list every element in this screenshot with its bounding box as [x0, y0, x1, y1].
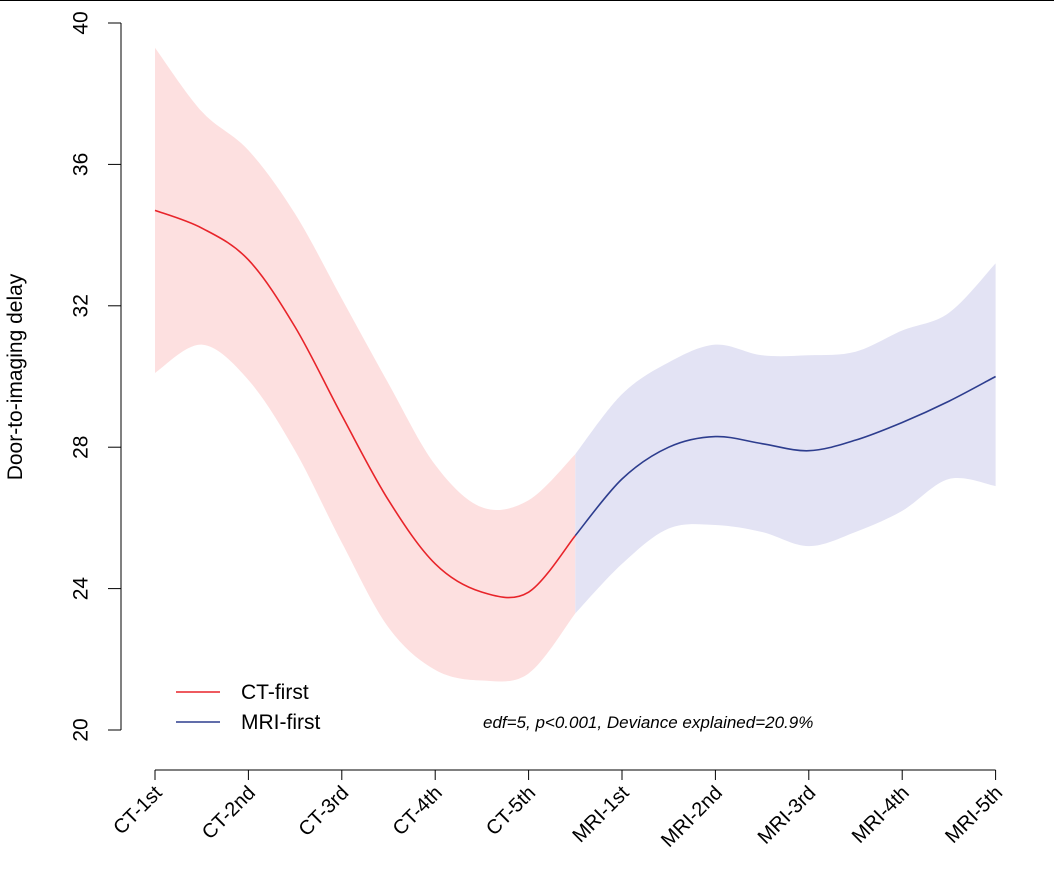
- confidence-bands: [155, 47, 996, 682]
- x-tick-label: MRI-2nd: [657, 782, 727, 852]
- confidence-band-0: [155, 47, 576, 682]
- x-tick-label: MRI-1st: [568, 782, 633, 847]
- y-axis-label: Door-to-imaging delay: [4, 273, 27, 480]
- y-tick-label: 40: [70, 11, 93, 34]
- x-tick-label: CT-5th: [482, 782, 540, 840]
- x-tick-label: CT-1st: [109, 782, 167, 840]
- x-tick-label: CT-4th: [389, 782, 447, 840]
- stats-annotation: edf=5, p<0.001, Deviance explained=20.9%: [483, 713, 813, 732]
- y-axis: 20 24 28 32 36 40: [70, 11, 122, 742]
- x-tick-label: CT-2nd: [198, 782, 260, 844]
- x-tick-label: MRI-3rd: [754, 782, 821, 849]
- x-axis: CT-1st CT-2nd CT-3rd CT-4th CT-5th MRI-1st MRI…: [109, 769, 1007, 852]
- y-tick-label: 20: [70, 718, 93, 741]
- y-tick-label: 36: [70, 153, 93, 176]
- y-tick-label: 28: [70, 436, 93, 459]
- top-border: [0, 0, 1054, 1]
- x-tick-label: MRI-5th: [941, 782, 1007, 848]
- series-line-0: [154, 209, 576, 599]
- series-lines: [154, 209, 996, 599]
- x-tick-label: CT-3rd: [295, 782, 354, 841]
- x-tick-label: MRI-4th: [848, 782, 914, 848]
- confidence-band-1: [575, 263, 996, 614]
- series-line-1: [574, 375, 996, 537]
- legend: CT-first MRI-first: [176, 681, 320, 734]
- y-tick-label: 32: [70, 294, 93, 317]
- y-tick-label: 24: [70, 577, 93, 601]
- legend-label-0: CT-first: [241, 681, 309, 704]
- legend-label-1: MRI-first: [241, 711, 320, 734]
